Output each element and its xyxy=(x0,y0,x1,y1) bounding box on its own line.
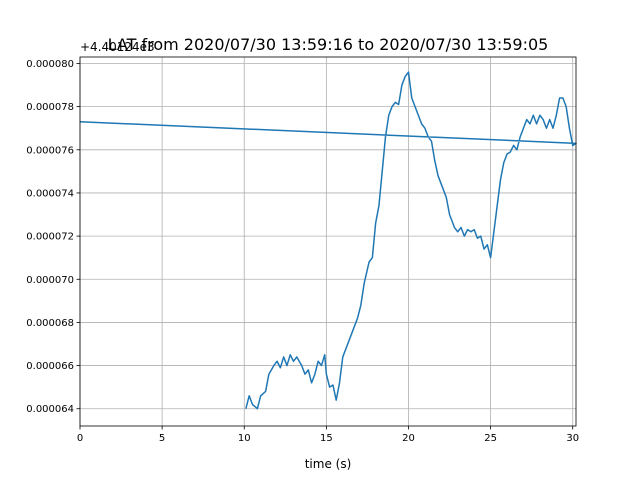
x-tick-label: 0 xyxy=(77,433,83,444)
x-tick-label: 30 xyxy=(566,433,579,444)
y-tick-label: 0.000076 xyxy=(26,145,74,156)
y-tick-label: 0.000064 xyxy=(26,404,74,415)
y-tick-label: 0.000072 xyxy=(26,232,74,243)
x-axis-label: time (s) xyxy=(305,457,352,471)
y-tick-label: 0.000074 xyxy=(26,188,74,199)
y-tick-label: 0.000068 xyxy=(26,318,74,329)
x-tick-label: 15 xyxy=(320,433,333,444)
offset-label: +4.40124e3 xyxy=(80,40,155,54)
x-tick-label: 10 xyxy=(238,433,251,444)
y-tick-label: 0.000078 xyxy=(26,102,74,113)
y-tick-label: 0.000066 xyxy=(26,361,74,372)
plot-area xyxy=(80,57,576,426)
x-tick-label: 25 xyxy=(484,433,497,444)
x-tick-label: 20 xyxy=(402,433,415,444)
y-tick-label: 0.000070 xyxy=(26,275,74,286)
x-tick-label: 5 xyxy=(159,433,165,444)
chart-title: LAT from 2020/07/30 13:59:16 to 2020/07/… xyxy=(108,35,549,54)
data-line xyxy=(79,71,577,410)
axes-frame xyxy=(79,56,577,427)
y-tick-label: 0.000080 xyxy=(26,59,74,70)
